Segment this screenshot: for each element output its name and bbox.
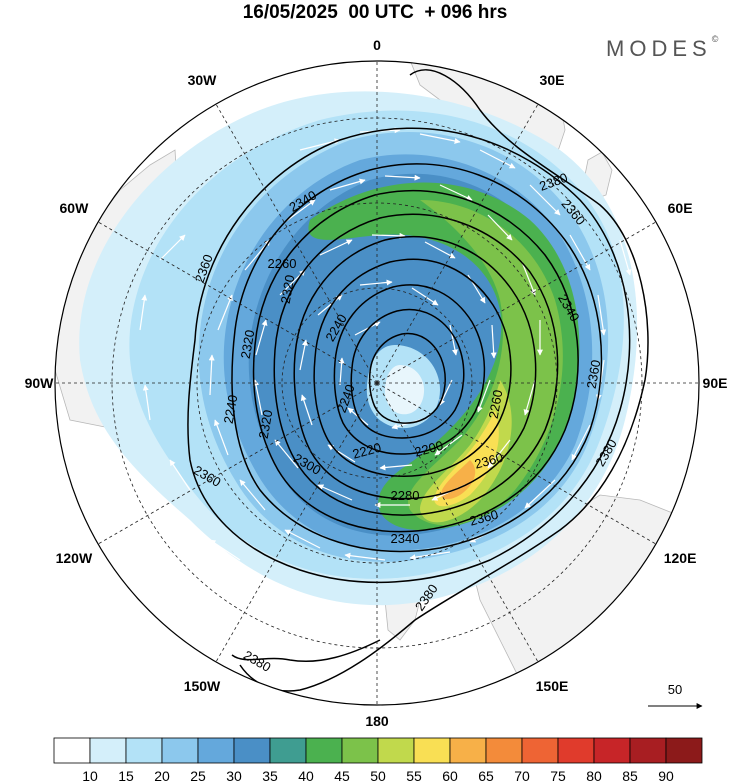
contour-label: 2360 (468, 507, 500, 529)
meridian-label: 90W (25, 375, 55, 391)
colorbar-swatch (305, 737, 343, 764)
colorbar-swatch (341, 737, 379, 764)
contour-label: 2360 (584, 359, 604, 390)
colorbar-label: 60 (442, 768, 458, 782)
contour-label: 2200 (413, 438, 445, 460)
meridian-label: 0 (373, 37, 381, 53)
meridian-label: 60W (60, 200, 90, 216)
colorbar-label: 50 (370, 768, 386, 782)
colorbar-label: 55 (406, 768, 422, 782)
colorbar-label: 35 (262, 768, 278, 782)
map-border (54, 60, 700, 706)
colorbar-swatch (557, 737, 595, 764)
colorbar-label: 20 (154, 768, 170, 782)
colorbar-label: 70 (514, 768, 530, 782)
colorbar-swatch (197, 737, 235, 764)
height-contours (187, 69, 649, 692)
meridian-label: 150E (536, 678, 569, 694)
meridian-label: 180 (365, 713, 389, 729)
contour-2280 (293, 236, 537, 500)
colorbar-label: 75 (550, 768, 566, 782)
colorbar-swatch (125, 737, 163, 764)
contour-2260 (313, 258, 512, 477)
colorbar-swatch (377, 737, 415, 764)
colorbar-label: 65 (478, 768, 494, 782)
colorbar-swatch (233, 737, 271, 764)
meridian-label: 120E (664, 550, 697, 566)
meridian-label: 90E (703, 375, 728, 391)
colorbar-label: 40 (298, 768, 314, 782)
meridian-label: 30E (540, 72, 565, 88)
colorbar-swatch (593, 737, 631, 764)
colorbar-label: 15 (118, 768, 134, 782)
colorbar-swatch (485, 737, 523, 764)
colorbar-swatch (521, 737, 559, 764)
vector-reference: 50 (648, 682, 703, 709)
contour-2360 (187, 127, 631, 584)
contour-label: 2320 (238, 329, 258, 360)
colorbar-swatch (269, 737, 307, 764)
contour-2240 (333, 284, 486, 455)
colorbar-swatch (665, 737, 703, 764)
contour-2200 (368, 332, 446, 424)
brand-name: MODES (606, 36, 712, 61)
colorbar-label: 10 (82, 768, 98, 782)
colorbar-label: 90 (658, 768, 674, 782)
vector-reference-label: 50 (668, 682, 682, 697)
colorbar: 10 15 20 25 30 35 40 45 50 55 60 65 70 75 80 85 90 (53, 737, 703, 782)
colorbar-swatch (89, 737, 127, 764)
brand-logo: MODES© (606, 34, 718, 62)
brand-mark: © (711, 34, 719, 44)
colorbar-swatch (629, 737, 667, 764)
contour-label: 2280 (391, 488, 420, 503)
colorbar-label: 45 (334, 768, 350, 782)
contour-label: 2260 (268, 256, 297, 271)
colorbar-swatch (449, 737, 487, 764)
meridian-label: 150W (184, 678, 221, 694)
contour-label: 2220 (351, 440, 383, 462)
map-title: 16/05/2025 00 UTC + 096 hrs (242, 2, 508, 23)
colorbar-swatch (53, 737, 91, 764)
contour-2340 (231, 163, 603, 553)
colorbar-swatch (161, 737, 199, 764)
contour-label: 2320 (256, 409, 276, 440)
contour-2300 (273, 213, 559, 516)
contour-label: 2260 (486, 389, 506, 420)
contour-2220 (350, 308, 465, 439)
contour-2380-south (231, 639, 381, 663)
meridian-label: 30W (188, 72, 218, 88)
contour-label: 2240 (221, 394, 241, 425)
meridian-labels: 0 30E 60E 90E 120E 150E 180 150W 120W 90W 60W 30W (25, 37, 728, 729)
meridian-label: 60E (668, 200, 693, 216)
contour-2380 (239, 69, 649, 692)
colorbar-label: 25 (190, 768, 206, 782)
contour-2320 (252, 189, 579, 533)
colorbar-label: 80 (586, 768, 602, 782)
meridian-label: 120W (56, 550, 93, 566)
colorbar-label: 30 (226, 768, 242, 782)
contour-label: 2320 (278, 274, 298, 305)
contour-label: 2360 (473, 450, 505, 472)
contour-label: 2340 (391, 531, 420, 546)
colorbar-swatch (413, 737, 451, 764)
colorbar-label: 85 (622, 768, 638, 782)
